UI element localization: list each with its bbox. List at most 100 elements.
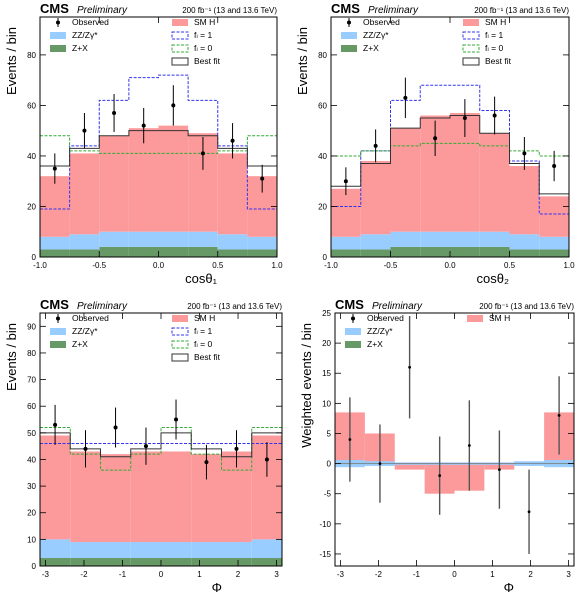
zz-bar [100, 542, 131, 559]
observed-point [264, 457, 269, 462]
x-tick-label: -2 [80, 570, 88, 579]
y-tick-label: 70 [27, 376, 36, 385]
observed-point [373, 143, 378, 148]
lumi-label: 200 fb⁻¹ (13 and 13.6 TeV) [479, 302, 574, 311]
smh-bar [539, 196, 569, 237]
x-axis-title: Φ [212, 580, 222, 594]
y-tick-label: 0 [323, 253, 328, 262]
y-tick-label: 20 [322, 339, 331, 348]
zx-bar [40, 249, 70, 257]
zx-bar [217, 249, 248, 257]
smh-bar [217, 153, 248, 235]
observed-point [82, 128, 87, 133]
observed-point [260, 176, 265, 181]
legend-observed: Observed [72, 313, 109, 323]
zz-bar [130, 542, 161, 559]
y-tick-label: 60 [27, 101, 36, 110]
preliminary-label: Preliminary [77, 5, 128, 16]
zx-bar [161, 558, 192, 566]
legend-fl1: fₗ = 1 [485, 30, 503, 40]
observed-point [492, 113, 497, 118]
observed-point [462, 116, 467, 121]
smh-bar [40, 435, 71, 540]
observed-point [522, 151, 527, 156]
zz-bar [360, 234, 391, 250]
legend-bestfit: Best fit [194, 352, 221, 362]
smh-bar [128, 128, 159, 232]
legend-fl1-swatch [171, 31, 189, 40]
observed-point [200, 151, 205, 156]
legend-observed-marker [56, 20, 60, 25]
preliminary-label: Preliminary [368, 5, 419, 16]
x-axis-title: cosθ₁ [185, 271, 217, 286]
zz-bar [70, 542, 101, 559]
legend: Observed SM H ZZ/Zγ* fₗ = 1 Z+X fₗ = 0 Best fi… [341, 17, 512, 66]
legend-fl0-swatch [171, 44, 189, 53]
y-tick-label: 0 [32, 562, 37, 571]
legend-zz: ZZ/Zγ* [72, 30, 98, 40]
legend: Observed SM H ZZ/Zγ* fₗ = 1 Z+X fₗ = 0 Best fi… [50, 17, 221, 66]
zz-bar [158, 231, 189, 247]
lumi-label: 200 fb⁻¹ (13 and 13.6 TeV) [182, 6, 277, 15]
y-tick-label: 90 [27, 322, 36, 331]
zz-bar [99, 231, 129, 247]
observed-point [527, 510, 531, 514]
legend-zz: ZZ/Zγ* [72, 326, 98, 336]
smh-bar [69, 153, 100, 235]
observed-point [112, 111, 117, 115]
smh-bar [161, 451, 192, 543]
y-tick-label: 80 [318, 51, 327, 60]
x-tick-label: 0 [452, 570, 457, 579]
zx-bar [331, 249, 361, 257]
legend-zx: Z+X [72, 339, 88, 349]
legend-fl0: fₗ = 0 [485, 43, 503, 53]
x-tick-label: 2 [528, 570, 533, 579]
legend-fl0-swatch [171, 340, 189, 349]
cms-label: CMS [40, 1, 69, 16]
y-tick-label: 40 [27, 455, 36, 464]
observed-point [552, 164, 557, 169]
legend-observed: Observed [367, 313, 404, 323]
y-tick-label: 0 [32, 253, 37, 262]
observed-point [171, 103, 176, 108]
zz-bar [221, 542, 252, 559]
zx-bar [40, 558, 71, 566]
zz-bar [161, 542, 192, 559]
smh-bar [100, 454, 131, 543]
x-tick-label: -1.0 [324, 261, 338, 270]
legend-fl1: fₗ = 1 [194, 326, 212, 336]
observed-point [174, 417, 179, 422]
observed-point [497, 468, 501, 472]
y-tick-label: 50 [27, 429, 36, 438]
legend-zz: ZZ/Zγ* [363, 30, 389, 40]
observed-point [378, 462, 382, 465]
legend-smh: SM H [194, 313, 215, 323]
zx-bar [191, 558, 222, 566]
y-tick-label: 60 [27, 402, 36, 411]
zz-bar [40, 539, 71, 559]
x-tick-label: 0.0 [153, 261, 165, 270]
y-axis-title: Events / bin [295, 27, 310, 95]
legend-smh-swatch [172, 19, 188, 26]
y-tick-label: 80 [27, 51, 36, 60]
chart-panel-1: 0 20 40 60 80 -1.0 -0.5 0.0 0.5 1.0 cosθ₁ Events / … [4, 1, 283, 286]
legend-smh-swatch [467, 315, 483, 322]
x-tick-label: -1 [119, 570, 127, 579]
zx-bar [221, 558, 252, 566]
smh-bar [394, 463, 425, 470]
legend-fl1-swatch [171, 327, 189, 336]
zx-bar [509, 249, 540, 257]
zx-bar [539, 249, 569, 257]
zz-bar [40, 236, 70, 250]
smh-bar [390, 128, 421, 232]
cms-label: CMS [335, 297, 364, 312]
x-tick-label: -3 [337, 570, 345, 579]
legend-smh-swatch [463, 19, 479, 26]
zx-bar [450, 246, 480, 257]
x-tick-label: 3 [274, 570, 279, 579]
zx-bar [99, 246, 129, 257]
x-axis-title: cosθ₂ [476, 271, 509, 286]
observed-point [53, 422, 58, 427]
x-tick-label: 1.0 [271, 261, 283, 270]
smh-bar [99, 135, 129, 232]
